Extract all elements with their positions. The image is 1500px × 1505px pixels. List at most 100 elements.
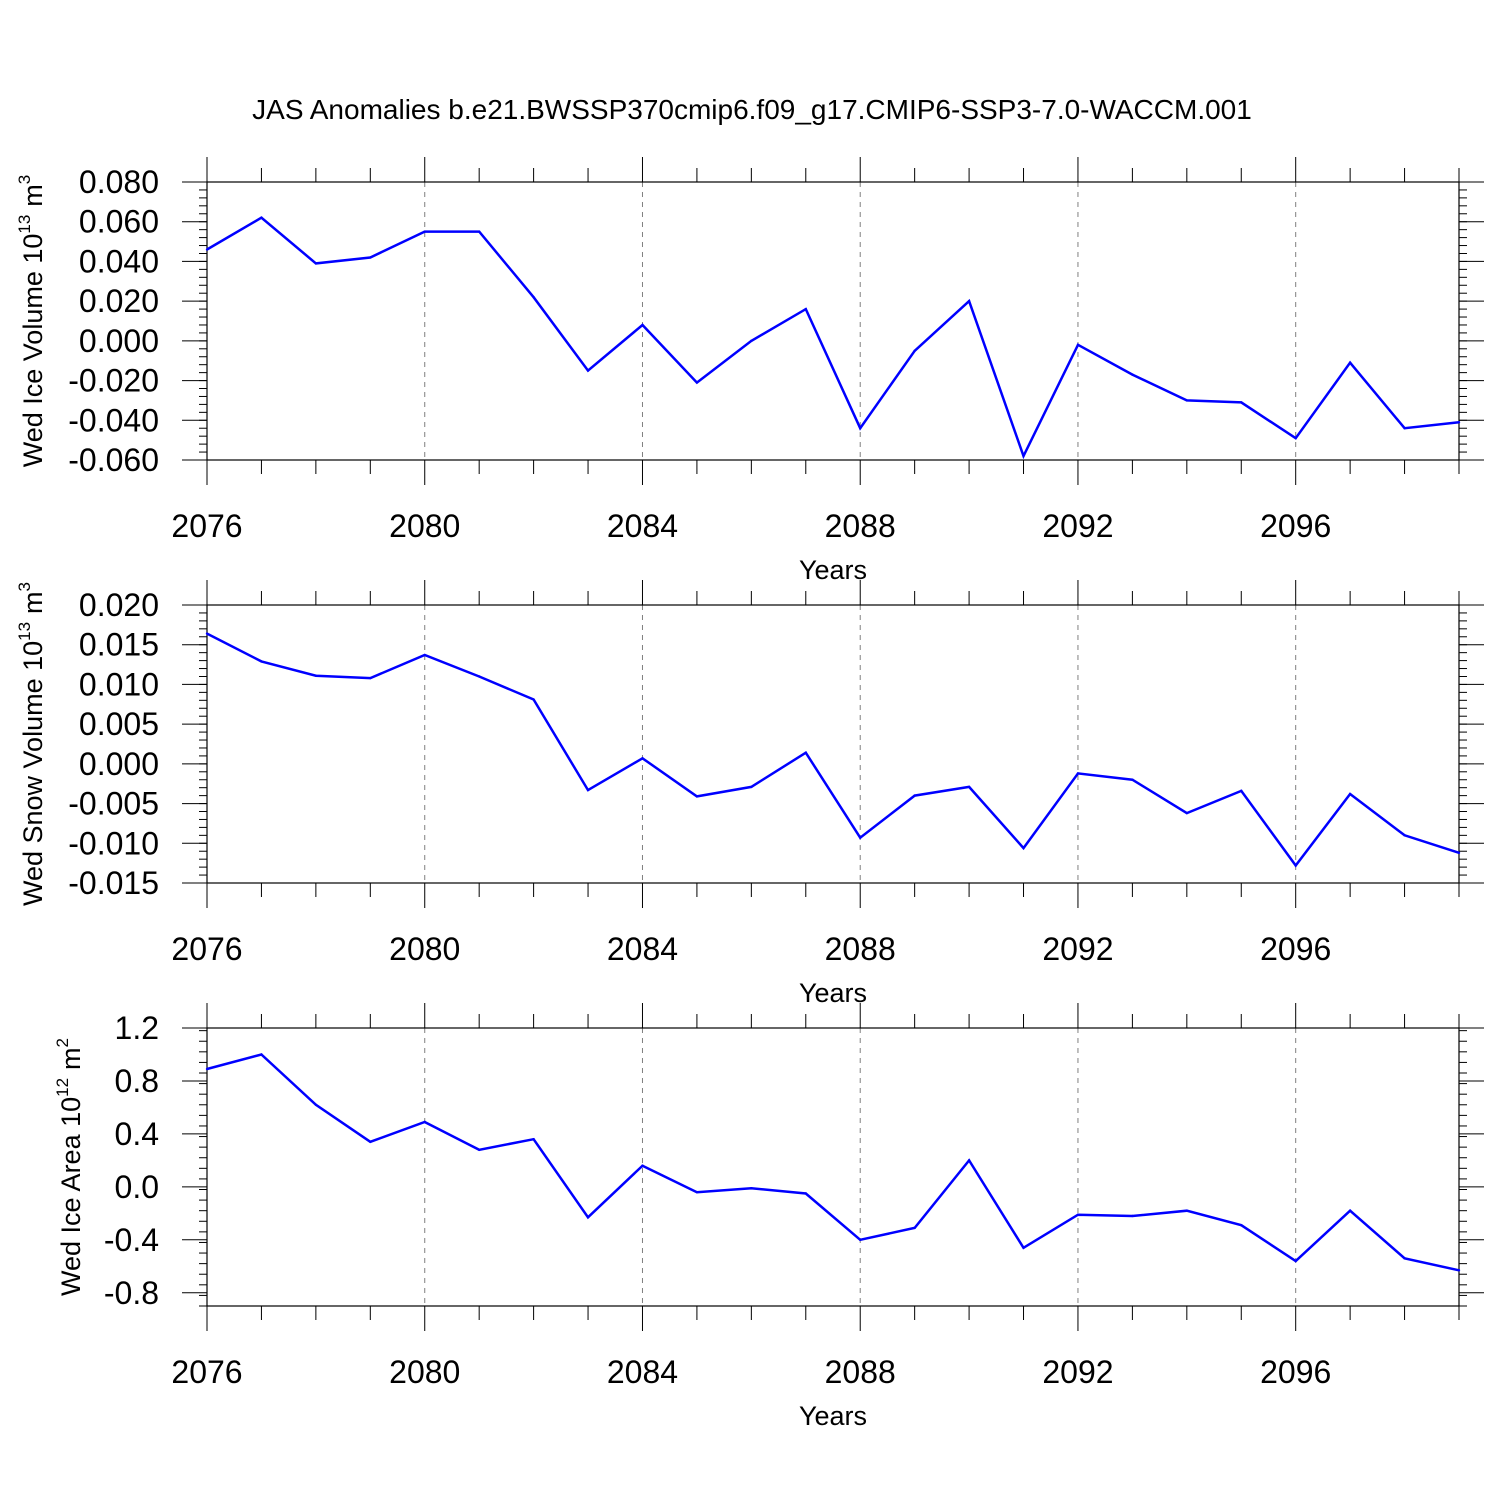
y-axis-label-text: Wed Ice Area 10	[56, 1097, 86, 1296]
y-tick-label: -0.015	[68, 865, 159, 901]
y-tick-label: -0.8	[104, 1275, 159, 1311]
series-line	[206, 216, 1460, 460]
x-tick-label: 2080	[389, 931, 460, 967]
data-point	[967, 1159, 971, 1162]
x-tick-label: 2096	[1260, 508, 1331, 544]
data-point	[423, 1120, 426, 1124]
x-axis-label: Years	[799, 555, 867, 585]
data-point	[1240, 789, 1243, 793]
data-point	[804, 307, 807, 311]
y-axis-label: Wed Ice Volume 1013 m3	[15, 175, 48, 468]
data-point	[1403, 834, 1406, 837]
data-point	[477, 1148, 481, 1151]
x-tick-label: 2084	[607, 931, 678, 967]
y-tick-label: 0.005	[79, 706, 159, 742]
y-tick-label: 1.2	[115, 1010, 159, 1046]
data-point	[1185, 1209, 1189, 1212]
y-tick-label: 0.010	[79, 666, 159, 702]
y-tick-label: 0.015	[79, 627, 159, 663]
y-axis-label-exponent: 12	[53, 1078, 72, 1097]
y-axis-label-unit: m	[56, 1047, 86, 1070]
data-point	[1294, 436, 1297, 440]
y-axis-label-text: Wed Ice Volume 10	[18, 234, 48, 468]
data-point	[532, 698, 535, 701]
data-point	[913, 794, 916, 797]
data-point	[477, 230, 481, 233]
y-axis-label: Wed Snow Volume 1013 m3	[15, 582, 48, 906]
data-point	[1022, 846, 1025, 850]
data-point	[1076, 343, 1080, 347]
data-point	[1403, 1257, 1406, 1260]
data-point	[314, 674, 318, 677]
figure-title: JAS Anomalies b.e21.BWSSP370cmip6.f09_g1…	[252, 94, 1252, 125]
data-point	[532, 1138, 535, 1141]
y-tick-label: 0.0	[115, 1169, 159, 1205]
data-point	[967, 785, 971, 789]
data-point	[314, 262, 318, 265]
data-point	[1131, 1214, 1134, 1218]
data-point	[260, 1053, 263, 1056]
x-tick-label: 2076	[171, 508, 242, 544]
x-tick-label: 2092	[1042, 1354, 1113, 1390]
data-point	[641, 1164, 644, 1167]
data-point	[586, 369, 590, 372]
x-axis-label: Years	[799, 978, 867, 1008]
data-point	[1131, 373, 1134, 376]
data-point	[750, 339, 753, 343]
x-tick-label: 2088	[825, 1354, 896, 1390]
x-tick-label: 2080	[389, 1354, 460, 1390]
data-point	[1348, 361, 1352, 364]
data-point	[913, 349, 916, 352]
y-tick-label: 0.020	[79, 587, 159, 623]
data-point	[205, 632, 209, 635]
x-tick-label: 2080	[389, 508, 460, 544]
data-point	[695, 1190, 699, 1194]
data-point	[804, 1192, 807, 1195]
chart-panel-2: 2076 2080 2084 2088 2092 2096Years0.0200.0150…	[15, 580, 1484, 1008]
data-point	[1403, 427, 1406, 430]
x-tick-label: 2076	[171, 1354, 242, 1390]
plot-frame	[206, 1027, 1460, 1307]
y-tick-label: -0.005	[68, 786, 159, 822]
y-axis-label-exponent: 13	[15, 622, 34, 641]
x-axis-label: Years	[799, 1401, 867, 1431]
y-tick-label: 0.080	[79, 164, 159, 200]
data-point	[1240, 1224, 1243, 1227]
data-point	[1076, 772, 1080, 775]
y-axis-label-unit-exponent: 2	[53, 1038, 72, 1047]
x-tick-label: 2088	[825, 508, 896, 544]
chart-panel-3: 2076 2080 2084 2088 2092 2096 Years 1.2 0.8 0.4 0.…	[53, 1003, 1484, 1431]
data-point	[1131, 778, 1134, 781]
chart-panel-1: 2076 2080 2084 2088 2092 2096Years0.0800.0600…	[15, 157, 1484, 585]
data-point	[1348, 1209, 1352, 1212]
data-point	[750, 785, 753, 789]
y-tick-label: -0.4	[104, 1222, 159, 1258]
x-tick-label: 2088	[825, 931, 896, 967]
data-point	[1457, 421, 1461, 424]
data-point	[314, 1103, 318, 1106]
y-tick-label: 0.8	[115, 1063, 159, 1099]
series-line	[206, 1053, 1460, 1272]
data-point	[477, 675, 481, 678]
data-point	[695, 381, 699, 384]
data-point	[641, 757, 644, 760]
y-axis-label-unit-exponent: 3	[15, 175, 34, 184]
data-point	[859, 836, 862, 839]
data-point	[260, 216, 263, 219]
data-point	[1022, 1246, 1025, 1249]
data-point	[369, 256, 372, 259]
y-axis-label-unit-exponent: 3	[15, 582, 34, 591]
data-point	[859, 427, 862, 430]
plot-frame	[206, 181, 1460, 461]
data-point	[369, 1140, 372, 1144]
data-point	[369, 676, 372, 680]
data-point	[1294, 1259, 1297, 1263]
y-tick-label: 0.000	[79, 323, 159, 359]
data-point	[1185, 399, 1189, 402]
data-point	[695, 795, 699, 798]
x-tick-label: 2096	[1260, 1354, 1331, 1390]
data-point	[1457, 851, 1461, 855]
x-tick-label: 2092	[1042, 508, 1113, 544]
data-point	[641, 323, 644, 327]
